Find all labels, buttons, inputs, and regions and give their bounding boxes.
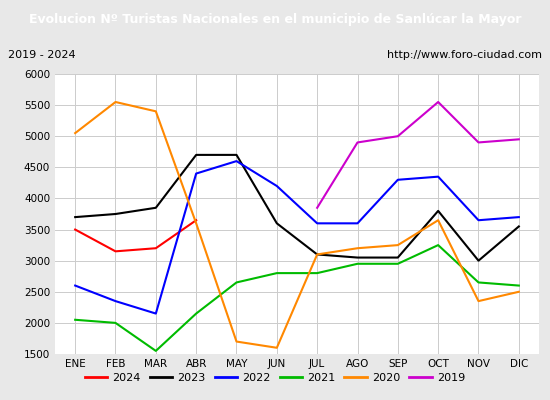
Legend: 2024, 2023, 2022, 2021, 2020, 2019: 2024, 2023, 2022, 2021, 2020, 2019 xyxy=(80,368,470,388)
Text: http://www.foro-ciudad.com: http://www.foro-ciudad.com xyxy=(387,50,542,60)
Text: Evolucion Nº Turistas Nacionales en el municipio de Sanlúcar la Mayor: Evolucion Nº Turistas Nacionales en el m… xyxy=(29,14,521,26)
Text: 2019 - 2024: 2019 - 2024 xyxy=(8,50,76,60)
